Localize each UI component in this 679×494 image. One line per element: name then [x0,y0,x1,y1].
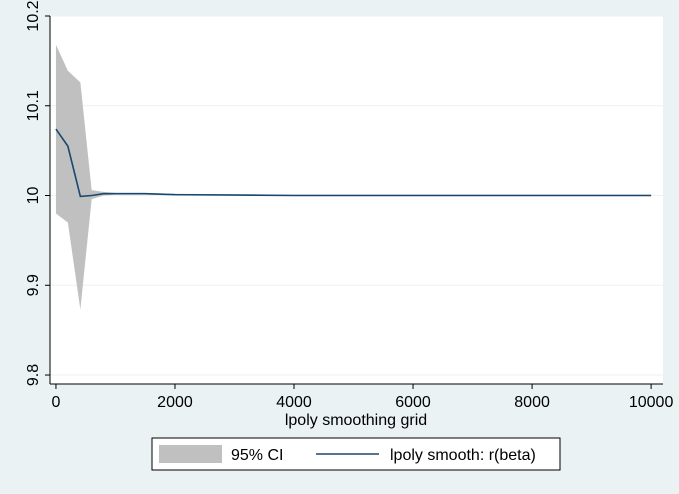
y-tick-label: 9.8 [25,364,42,386]
lpoly-smooth-line [55,128,652,198]
plot-area [50,16,663,384]
y-tick-label: 10.2 [25,0,42,31]
x-tick-label: 0 [51,394,60,411]
x-axis-label: lpoly smoothing grid [285,412,427,429]
y-tick-label: 10.1 [25,90,42,121]
legend-ci-swatch [159,445,222,463]
y-tick-label: 9.9 [25,274,42,296]
y-axis-ticks: 9.8 9.9 10 10.1 10.2 [25,0,50,386]
x-tick-label: 4000 [276,394,312,411]
x-tick-label: 8000 [514,394,550,411]
legend-line-label: lpoly smooth: r(beta) [390,447,536,464]
x-tick-label: 2000 [157,394,193,411]
x-tick-label: 6000 [395,394,431,411]
axes [49,16,663,385]
series-layer [55,44,652,310]
legend-ci-label: 95% CI [231,447,283,464]
y-tick-label: 10 [25,187,42,205]
legend: 95% CI lpoly smooth: r(beta) [151,437,561,471]
x-tick-label: 10000 [629,394,674,411]
x-axis-ticks: 0 2000 4000 6000 8000 10000 [51,384,673,411]
